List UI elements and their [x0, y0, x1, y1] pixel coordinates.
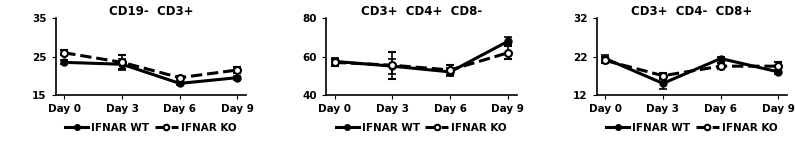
Title: CD19-  CD3+: CD19- CD3+ [109, 5, 193, 18]
Legend: IFNAR WT, IFNAR KO: IFNAR WT, IFNAR KO [602, 119, 781, 137]
Legend: IFNAR WT, IFNAR KO: IFNAR WT, IFNAR KO [332, 119, 511, 137]
Title: CD3+  CD4-  CD8+: CD3+ CD4- CD8+ [631, 5, 752, 18]
Legend: IFNAR WT, IFNAR KO: IFNAR WT, IFNAR KO [61, 119, 241, 137]
Title: CD3+  CD4+  CD8-: CD3+ CD4+ CD8- [361, 5, 482, 18]
